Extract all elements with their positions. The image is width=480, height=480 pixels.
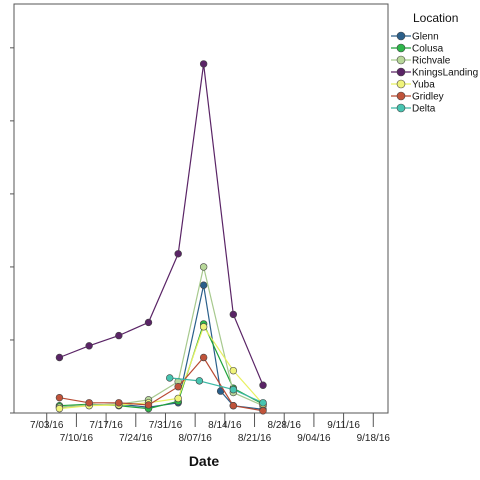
data-point[interactable] [259, 407, 267, 415]
x-tick-label: 7/31/16 [149, 420, 183, 431]
legend-marker [396, 31, 406, 41]
x-tick-label: 8/28/16 [268, 420, 302, 431]
data-point[interactable] [174, 394, 182, 403]
legend-label: Gridley [412, 92, 444, 103]
legend-item[interactable]: Gridley [391, 92, 444, 103]
legend-title: Location [413, 11, 458, 25]
plot-frame [13, 3, 389, 414]
data-point[interactable] [144, 401, 153, 409]
data-point[interactable] [259, 399, 267, 407]
data-point[interactable] [174, 250, 182, 258]
x-tick-label: 8/14/16 [208, 420, 242, 431]
data-point[interactable] [55, 393, 64, 402]
data-point[interactable] [195, 377, 204, 385]
legend: Location GlennColusaRichvaleKningsLandin… [391, 11, 478, 115]
legend-item[interactable]: Colusa [391, 44, 444, 55]
x-tick-label: 9/04/16 [297, 433, 331, 444]
data-point[interactable] [199, 353, 208, 362]
legend-marker [396, 103, 406, 113]
data-point[interactable] [55, 353, 64, 362]
data-point[interactable] [199, 281, 208, 289]
x-axis-title: Date [189, 453, 220, 469]
legend-label: Yuba [412, 80, 435, 91]
y-axis [10, 47, 14, 414]
legend-item[interactable]: Yuba [391, 80, 435, 91]
data-point[interactable] [199, 263, 208, 271]
legend-label: Delta [412, 104, 436, 115]
x-tick-label: 7/24/16 [119, 433, 153, 444]
x-tick-label: 7/03/16 [30, 420, 64, 431]
data-point[interactable] [174, 383, 182, 391]
legend-marker [396, 91, 406, 101]
legend-marker [396, 43, 406, 53]
data-point[interactable] [199, 323, 208, 331]
series-line [169, 377, 264, 404]
x-axis: 7/03/16 7/10/16 7/17/16 7/24/16 7/31/16 8/07/… [30, 413, 390, 444]
legend-label: Colusa [412, 44, 444, 55]
series-kningslanding [55, 60, 267, 389]
series-line [59, 266, 264, 408]
legend-item[interactable]: Delta [391, 104, 436, 115]
data-point[interactable] [144, 318, 153, 327]
data-point[interactable] [199, 60, 208, 68]
x-tick-label: 8/07/16 [178, 433, 212, 444]
data-point[interactable] [166, 374, 174, 382]
data-point[interactable] [259, 381, 267, 389]
x-tick-label: 7/17/16 [89, 420, 123, 431]
legend-label: Richvale [412, 56, 451, 67]
series-gridley [55, 353, 267, 415]
series-layer [55, 60, 267, 415]
series-line [59, 63, 264, 386]
x-tick-label: 9/18/16 [357, 433, 391, 444]
data-point[interactable] [115, 331, 123, 340]
series-line [59, 325, 264, 410]
legend-item[interactable]: Glenn [391, 32, 439, 43]
data-point[interactable] [85, 399, 93, 407]
data-point[interactable] [85, 342, 93, 350]
data-point[interactable] [229, 385, 238, 394]
legend-marker [396, 67, 406, 77]
legend-item[interactable]: KningsLanding [391, 68, 478, 79]
x-tick-label: 9/11/16 [327, 420, 360, 431]
series-delta [166, 374, 267, 407]
data-point[interactable] [229, 310, 238, 319]
data-point[interactable] [55, 404, 64, 413]
legend-label: KningsLanding [412, 68, 478, 79]
data-point[interactable] [229, 366, 238, 375]
data-point[interactable] [229, 401, 238, 410]
legend-label: Glenn [412, 32, 439, 43]
data-point[interactable] [115, 399, 123, 407]
x-tick-label: 8/21/16 [238, 433, 272, 444]
legend-item[interactable]: Richvale [391, 56, 451, 67]
legend-marker [396, 79, 406, 89]
legend-marker [396, 55, 406, 65]
series-line [59, 356, 264, 412]
x-tick-label: 7/10/16 [60, 433, 94, 444]
